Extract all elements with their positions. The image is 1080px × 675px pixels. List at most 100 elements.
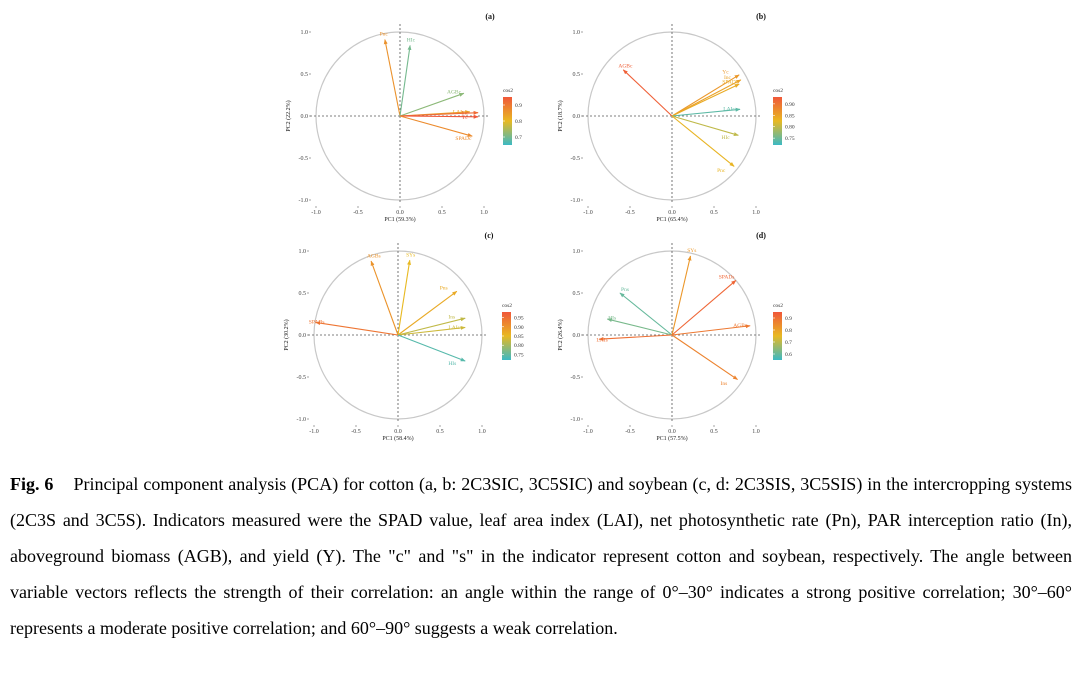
panel-label: (d) <box>756 231 766 240</box>
panel-label: (c) <box>485 231 494 240</box>
pca-panel-b: (b) 1.0 0.5 0.0 -0.5 -1.0-1.0 -0.5 0.0 0.5 1.0 PC1… <box>557 12 795 223</box>
vector-label: AGBc <box>447 89 462 95</box>
y-tick-label: -0.5 <box>299 156 309 162</box>
vector-arrow <box>671 324 751 336</box>
pca-figure-svg: (a)1.00.50.0-0.5-1.0-1.0 -0.5 0.0 0.5 1.0PC1… <box>283 12 795 442</box>
legend-tick-label: 0.9 <box>785 316 792 322</box>
legend-title: cos2 <box>502 303 512 309</box>
vector-arrow <box>399 44 412 117</box>
vector-arrow <box>399 114 479 119</box>
legend-title: cos2 <box>503 88 513 94</box>
vector-arrow <box>397 325 466 336</box>
legend-tick-label: 0.85 <box>785 113 795 119</box>
x-tick-label: 0.0 <box>396 210 404 216</box>
legend-colorbar <box>773 312 782 360</box>
legend-tick-label: 0.90 <box>514 325 524 331</box>
panel-label: (b) <box>756 12 766 21</box>
legend-tick-label: 0.90 <box>785 102 795 108</box>
x-axis-title: PC1 (65.4%) <box>656 216 687 223</box>
vector-label: AGBs <box>733 323 747 329</box>
vector-arrow <box>671 74 740 117</box>
vector-label: HIc <box>722 135 731 141</box>
y-tick-label: -0.5 <box>297 375 307 381</box>
vector-label: LAIs <box>596 338 607 344</box>
vector-arrow <box>399 92 465 117</box>
vector-label: Yc <box>461 115 468 121</box>
vector-label: SYs <box>406 252 415 258</box>
caption-text: Principal component analysis (PCA) for c… <box>10 474 1072 638</box>
legend-tick-label: 0.8 <box>515 119 522 125</box>
vector-label: Inc <box>724 75 732 81</box>
y-tick-label: 0.5 <box>301 72 309 78</box>
x-tick-label: -1.0 <box>583 429 593 435</box>
legend-tick-label: 0.7 <box>515 135 522 141</box>
panel-label: (a) <box>485 12 495 21</box>
vector-label: LAIc <box>723 107 735 113</box>
vector-arrow <box>397 259 412 336</box>
x-axis-title: PC1 (57.5%) <box>656 435 687 442</box>
vector-arrow <box>671 255 692 336</box>
vector-arrow <box>383 39 401 117</box>
vector-label: Ins <box>721 381 728 387</box>
vector-arrow <box>397 290 458 336</box>
vector-label: HIc <box>407 38 416 44</box>
vector-arrow <box>399 115 473 137</box>
vector-arrow <box>598 334 673 341</box>
pca-panel-a: (a) 1.0 0.5 0.0 -0.5 -1.0-1.0 -0.5 0.0 0.5 1.0 PC1… <box>285 12 522 223</box>
vector-arrow <box>622 69 673 117</box>
y-tick-label: 0.5 <box>299 291 307 297</box>
vector-arrow <box>370 260 399 336</box>
x-tick-label: -1.0 <box>309 429 319 435</box>
x-tick-label: 1.0 <box>752 429 760 435</box>
y-tick-label: 0.0 <box>301 114 309 120</box>
vector-arrow <box>671 115 739 136</box>
legend-tick-label: 0.7 <box>785 340 792 346</box>
y-tick-label: 0.0 <box>299 333 307 339</box>
y-axis-title: PC2 (22.2%) <box>285 100 292 131</box>
y-tick-label: -1.0 <box>297 417 307 423</box>
y-tick-label: -0.5 <box>571 375 581 381</box>
x-axis-title: PC1 (59.3%) <box>384 216 415 223</box>
vector-arrow <box>619 292 673 336</box>
legend-tick-label: 0.6 <box>785 352 792 358</box>
vector-label: SPADs <box>719 275 735 281</box>
pca-figure: (a) 1.0 0.5 0.0 -0.5 -1.0 -1.0 -0.5 0.0 0.5 1.0 PC1… <box>283 12 795 442</box>
vector-label: AGBc <box>618 64 633 70</box>
legend-title: cos2 <box>773 303 783 309</box>
vector-arrow <box>671 279 737 336</box>
vector-arrow <box>399 110 479 117</box>
vector-label: LAIc <box>453 109 465 115</box>
y-axis-title: PC2 (30.2%) <box>283 319 290 350</box>
x-tick-label: 0.5 <box>710 210 718 216</box>
y-tick-label: 1.0 <box>299 249 307 255</box>
legend-tick-label: 0.85 <box>514 334 524 340</box>
x-tick-label: -0.5 <box>625 210 635 216</box>
x-tick-label: 1.0 <box>752 210 760 216</box>
vector-label: Pns <box>440 286 448 292</box>
pca-panel-d: (d) 1.0 0.5 0.0 -0.5 -1.0-1.0 -0.5 0.0 0.5 1.0 PC1… <box>557 231 792 442</box>
vector-arrow <box>397 317 466 336</box>
y-tick-label: 0.5 <box>573 72 581 78</box>
vector-arrow <box>606 318 673 336</box>
y-axis-title: PC2 (18.7%) <box>557 100 564 131</box>
vector-label: LAIs <box>448 325 459 331</box>
vector-label: SPADc <box>722 80 739 86</box>
x-tick-label: -1.0 <box>311 210 321 216</box>
x-tick-label: 0.0 <box>668 210 676 216</box>
vector-arrow <box>671 107 741 117</box>
x-tick-label: 0.5 <box>436 429 444 435</box>
y-tick-label: -0.5 <box>571 156 581 162</box>
legend-colorbar <box>502 312 511 360</box>
x-tick-label: 0.0 <box>394 429 402 435</box>
y-tick-label: 0.5 <box>573 291 581 297</box>
figure-caption: Fig. 6 Principal component analysis (PCA)… <box>10 466 1072 646</box>
vector-label: Ins <box>448 315 455 321</box>
pca-panel-c: (c) 1.0 0.5 0.0 -0.5 -1.0-1.0 -0.5 0.0 0.5 1.0 PC1… <box>283 231 524 442</box>
vector-label: HIs <box>448 361 456 367</box>
y-tick-label: -1.0 <box>299 198 309 204</box>
x-tick-label: 1.0 <box>480 210 488 216</box>
vector-label: Pnc <box>380 32 389 38</box>
vector-label: HIs <box>608 316 616 322</box>
legend-tick-label: 0.80 <box>514 343 524 349</box>
y-tick-label: 1.0 <box>301 30 309 36</box>
